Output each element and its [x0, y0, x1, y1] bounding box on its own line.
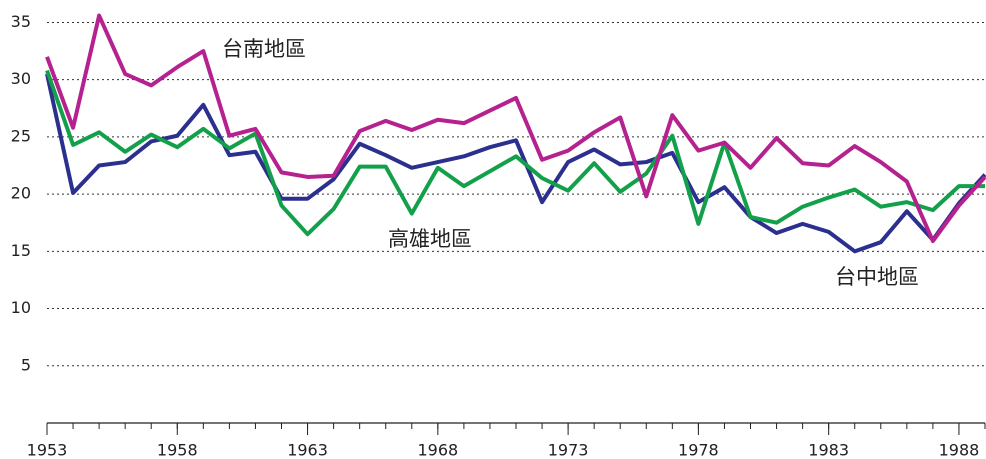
- series-line: [45, 69, 985, 237]
- x-tick-label: 1978: [678, 441, 719, 459]
- x-tick-label: 1973: [548, 441, 589, 459]
- x-tick-label: 1988: [939, 441, 980, 459]
- y-tick-label: 10: [11, 298, 31, 317]
- y-tick-label: 20: [11, 184, 31, 203]
- series-line: [45, 13, 986, 244]
- x-tick-label: 1958: [157, 441, 198, 459]
- series-label: 台中地區: [835, 265, 919, 289]
- series-label: 高雄地區: [388, 227, 472, 251]
- y-tick-label: 15: [11, 241, 31, 260]
- x-tick-label: 1953: [27, 441, 68, 459]
- y-tick-label: 30: [11, 69, 31, 88]
- series-line: [45, 73, 986, 254]
- series-label: 台南地區: [222, 37, 306, 61]
- x-tick-label: 1968: [417, 441, 458, 459]
- y-tick-label: 5: [21, 355, 31, 374]
- y-tick-label: 35: [11, 12, 31, 31]
- x-tick-label: 1963: [287, 441, 328, 459]
- y-tick-label: 25: [11, 126, 31, 145]
- x-tick-label: 1983: [808, 441, 849, 459]
